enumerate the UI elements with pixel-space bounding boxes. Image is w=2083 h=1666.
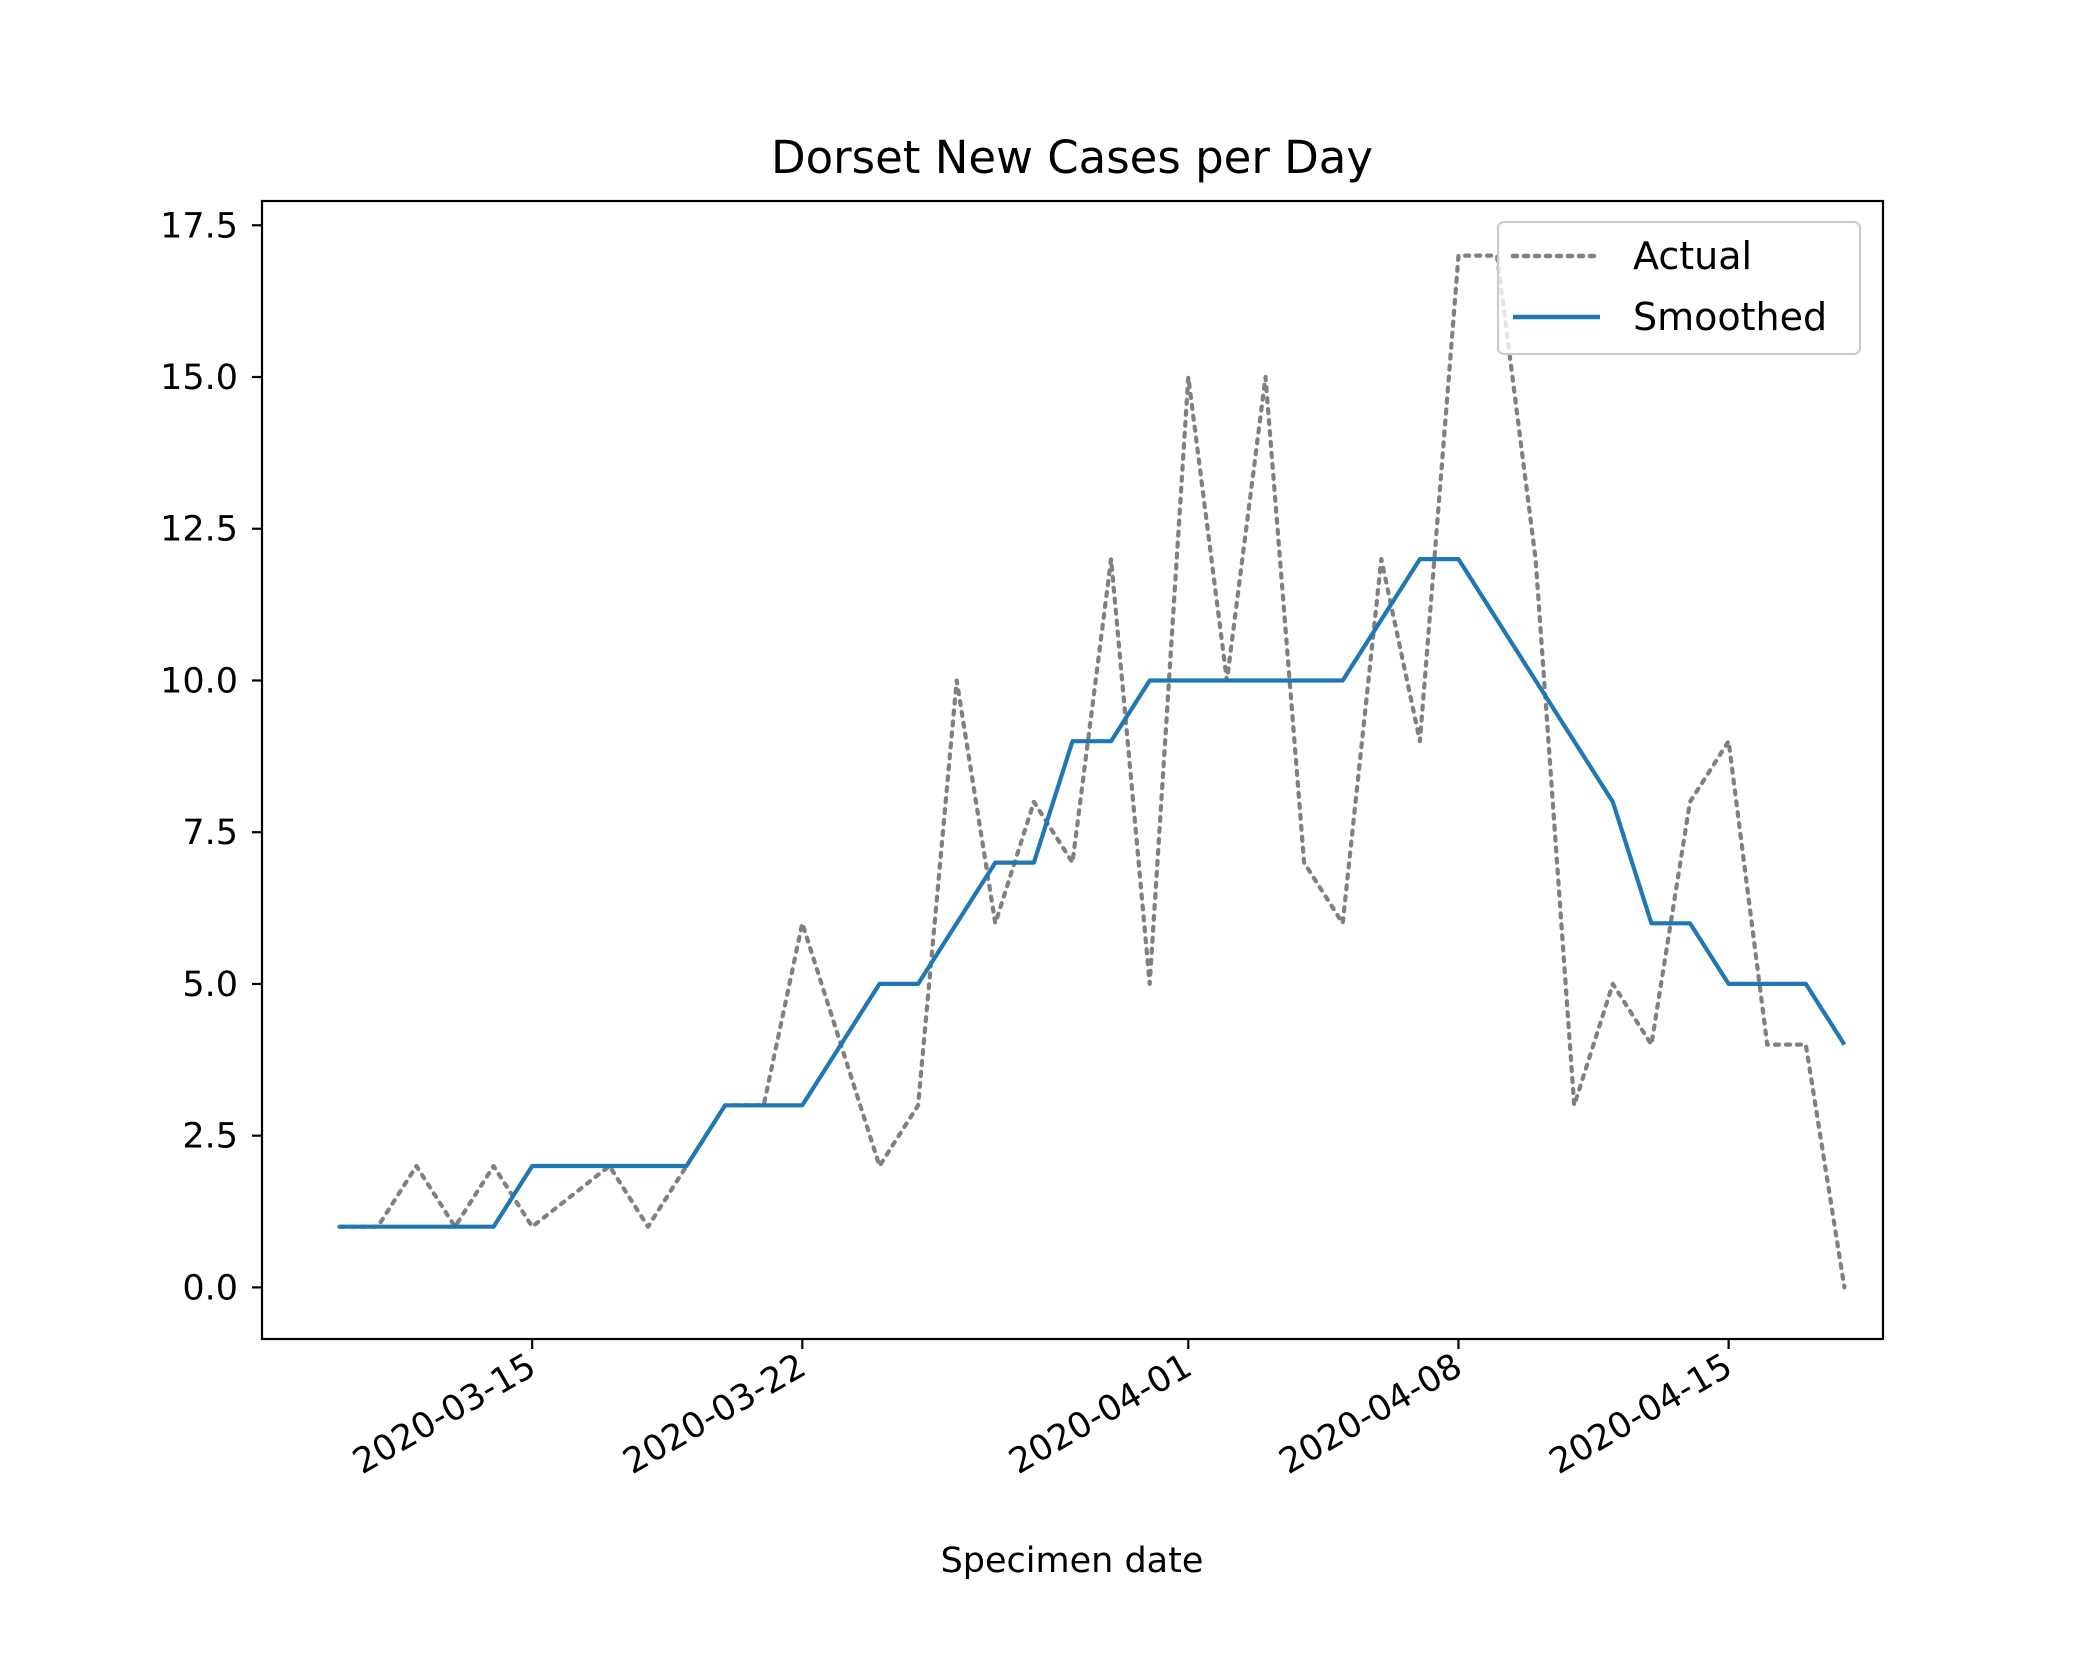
y-tick-label: 10.0 <box>160 661 238 701</box>
plot-area <box>337 253 1847 1290</box>
y-tick-label: 17.5 <box>160 206 238 246</box>
x-axis-label: Specimen date <box>941 1541 1204 1581</box>
y-tick-label: 5.0 <box>182 965 238 1005</box>
y-tick-label: 15.0 <box>160 358 238 398</box>
legend-label-actual: Actual <box>1633 234 1752 278</box>
y-tick-label: 2.5 <box>182 1117 238 1157</box>
y-tick-label: 7.5 <box>182 813 238 853</box>
series-line-smoothed <box>339 556 1847 1229</box>
legend: Actual Smoothed <box>1496 220 1862 356</box>
chart-title: Dorset New Cases per Day <box>771 131 1373 184</box>
y-tick-label: 0.0 <box>182 1268 238 1308</box>
y-tick-label: 12.5 <box>160 510 238 550</box>
legend-label-smoothed: Smoothed <box>1633 295 1827 339</box>
axes-frame <box>260 199 1885 1341</box>
series-line-actual <box>337 253 1847 1290</box>
